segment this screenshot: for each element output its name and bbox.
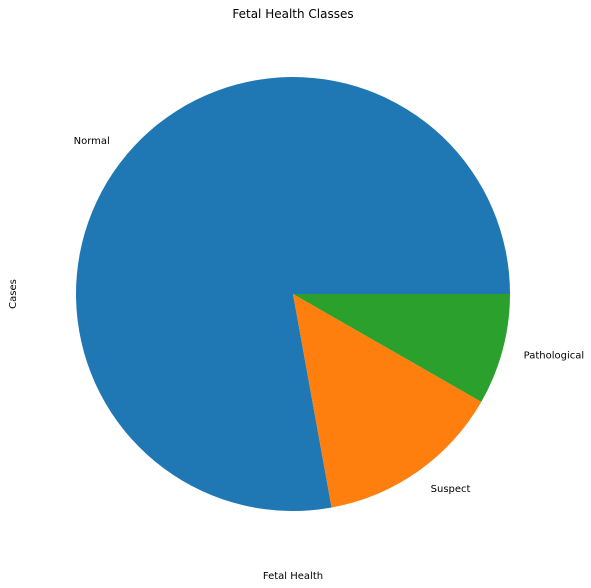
pie-slice-normal [76, 77, 510, 512]
x-axis-label: Fetal Health [263, 571, 323, 582]
pie-slice-pathological [293, 294, 510, 402]
pie-label-suspect: Suspect [431, 484, 471, 495]
y-axis-label: Cases [8, 279, 19, 309]
pie-slice-suspect [293, 294, 482, 508]
pie-slice-labels: Normal Suspect Pathological [74, 136, 585, 495]
pie-label-pathological: Pathological [524, 350, 585, 361]
chart-title: Fetal Health Classes [232, 7, 353, 21]
pie-slices [76, 77, 510, 512]
pie-label-normal: Normal [74, 136, 110, 147]
